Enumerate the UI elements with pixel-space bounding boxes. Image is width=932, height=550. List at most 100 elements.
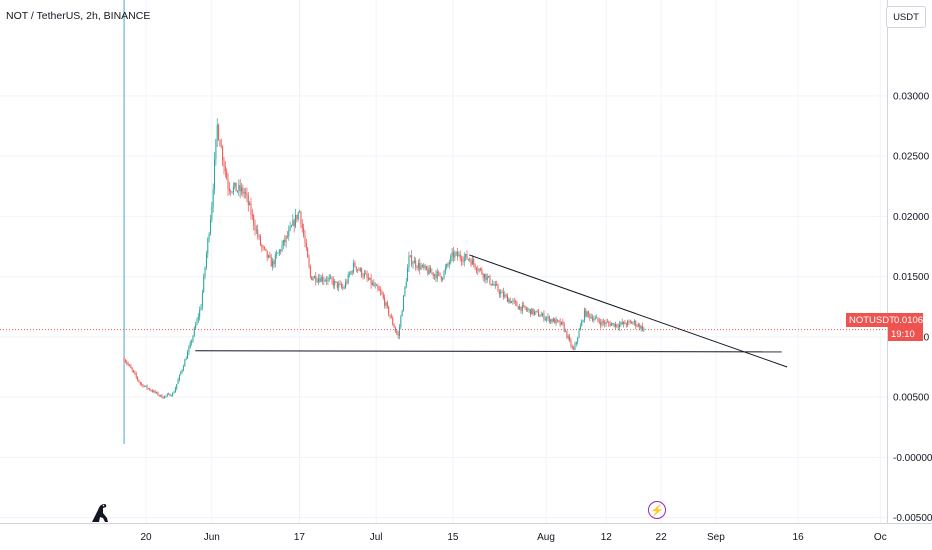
- candle-body: [533, 311, 535, 315]
- candle-body: [266, 250, 268, 258]
- candle-body: [434, 274, 436, 276]
- candle-body: [243, 192, 245, 194]
- candle-body: [558, 320, 560, 322]
- candle-body: [376, 285, 378, 287]
- candle-body: [419, 263, 421, 270]
- candle-body: [392, 317, 394, 325]
- candle-body: [625, 324, 627, 326]
- candle-body: [347, 274, 349, 283]
- candle-body: [452, 252, 454, 258]
- candle-body: [439, 272, 441, 277]
- candle-body: [236, 190, 238, 192]
- candle-body: [447, 264, 449, 265]
- candle-body: [220, 146, 222, 148]
- currency-selector[interactable]: USDT: [886, 6, 926, 28]
- time-axis[interactable]: 20 Jun 17 Jul 15 Aug 12 22 Sep 16 Oc: [140, 532, 886, 543]
- candle-body: [556, 319, 558, 321]
- candle-body: [571, 346, 573, 348]
- candle-body: [242, 187, 244, 194]
- candle-body: [227, 179, 229, 189]
- candle-body: [361, 268, 363, 276]
- lightning-icon[interactable]: ⚡: [648, 501, 666, 519]
- candle-body: [145, 385, 147, 387]
- candle-body: [239, 185, 241, 192]
- candle-body: [207, 239, 209, 254]
- trendline-drawings[interactable]: [195, 254, 788, 368]
- candle-body: [139, 381, 141, 384]
- candle-body: [354, 262, 356, 267]
- candle-body: [424, 266, 426, 268]
- candle-body: [278, 250, 280, 253]
- candle-body: [623, 321, 625, 325]
- candle-body: [289, 226, 291, 231]
- candle-body: [216, 124, 218, 140]
- candle-body: [454, 253, 456, 258]
- candle-body: [496, 283, 498, 286]
- y-tick-label: 0.02500: [893, 152, 930, 163]
- candle-body: [249, 203, 251, 206]
- candle-body: [331, 277, 333, 281]
- candle-body: [548, 316, 550, 322]
- candle-body: [157, 392, 159, 396]
- candle-body: [170, 395, 172, 397]
- candle-body: [465, 254, 467, 258]
- candle-body: [600, 322, 602, 326]
- candle-body: [172, 393, 174, 396]
- candle-body: [311, 276, 313, 280]
- candle-body: [197, 316, 199, 320]
- candle-body: [276, 253, 278, 255]
- horizontal-support-line[interactable]: [195, 350, 782, 353]
- candle-body: [315, 276, 317, 282]
- candle-body: [620, 322, 622, 325]
- candle-body: [431, 272, 433, 274]
- candle-body: [191, 341, 193, 343]
- candle-body: [303, 227, 305, 236]
- candle-body: [300, 211, 302, 225]
- candle-body: [581, 320, 583, 326]
- candle-body: [211, 206, 213, 220]
- x-tick-label: 12: [601, 532, 613, 543]
- candle-body: [624, 321, 626, 325]
- candle-body: [369, 277, 371, 280]
- candle-body: [230, 190, 232, 192]
- candle-body: [261, 245, 263, 247]
- candle-body: [493, 284, 495, 286]
- candle-body: [540, 315, 542, 317]
- y-tick-label: 0.02000: [893, 212, 930, 223]
- candle-body: [353, 262, 355, 273]
- descending-trendline-line[interactable]: [469, 254, 788, 368]
- candle-body: [467, 259, 469, 260]
- candle-body: [523, 305, 525, 306]
- candle-body: [332, 280, 334, 286]
- tradingview-dino-icon[interactable]: [88, 500, 114, 524]
- candle-body: [123, 358, 125, 361]
- candle-body: [181, 369, 183, 373]
- candle-body: [142, 384, 144, 387]
- candle-body: [517, 306, 519, 310]
- candle-body: [486, 276, 488, 281]
- candle-body: [554, 318, 556, 324]
- price-axis[interactable]: 0.030000.025000.020000.015000.010000.005…: [893, 91, 932, 524]
- candle-body: [199, 309, 201, 317]
- candle-body: [590, 317, 592, 319]
- candle-body: [284, 239, 286, 243]
- candle-body: [641, 325, 643, 331]
- candle-body: [366, 274, 368, 278]
- candle-body: [137, 376, 139, 380]
- candle-body: [149, 388, 151, 391]
- candle-body: [330, 277, 332, 279]
- candle-body: [386, 302, 388, 307]
- candle-body: [569, 336, 571, 340]
- candle-body: [490, 283, 492, 286]
- candle-body: [478, 268, 480, 271]
- candle-body: [130, 365, 132, 369]
- candle-body: [531, 308, 533, 315]
- candle-body: [455, 252, 457, 254]
- candle-body: [340, 284, 342, 288]
- candle-body: [214, 159, 216, 190]
- candle-body: [270, 257, 272, 267]
- candle-body: [508, 299, 510, 303]
- candle-body: [543, 313, 545, 320]
- candle-body: [394, 327, 396, 331]
